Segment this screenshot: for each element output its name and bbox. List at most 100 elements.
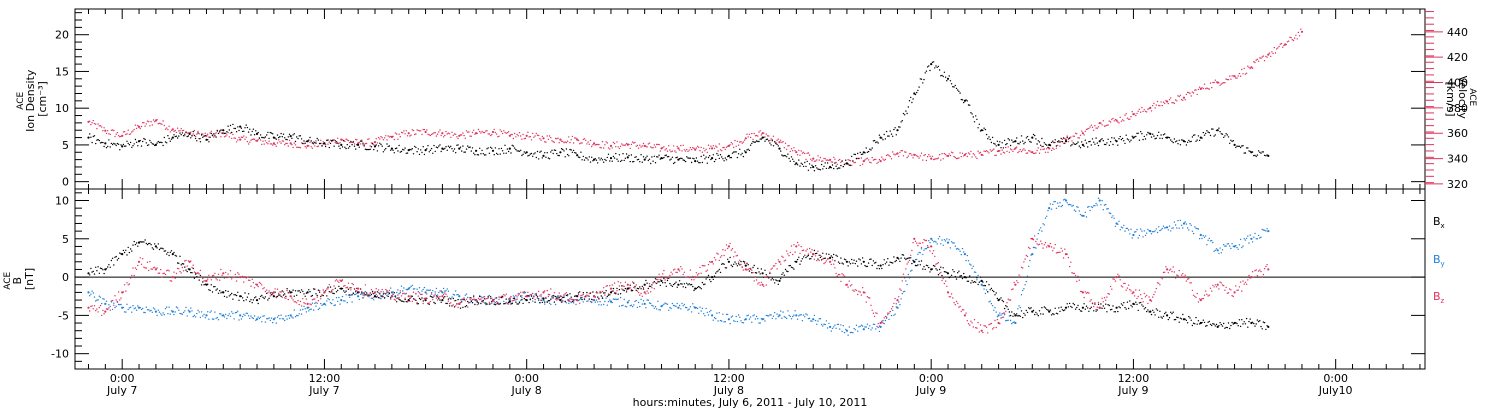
data-point [402,293,404,295]
data-point [1182,99,1184,102]
data-point [877,161,879,163]
data-point [984,128,987,131]
data-point [1173,138,1176,140]
data-point [493,154,495,156]
data-point [686,276,688,278]
data-point [764,140,766,142]
data-point [997,143,1000,146]
data-point [623,285,625,288]
data-point [753,314,755,316]
data-point [1176,100,1178,102]
data-point [853,259,855,261]
data-point [882,319,884,322]
data-point [640,146,642,148]
data-point [853,327,855,330]
data-point [887,258,889,260]
data-point [518,150,521,152]
data-point [306,144,309,147]
data-point [316,302,318,304]
data-point [1113,137,1115,139]
data-point [243,130,245,132]
data-point [626,287,629,290]
data-point [247,279,250,281]
data-point [552,294,554,297]
data-point [1230,78,1232,80]
data-point [883,259,885,261]
data-point [887,135,889,137]
data-point [789,150,791,153]
data-point [946,291,950,294]
data-point [481,130,483,133]
data-point [416,301,418,304]
data-point [481,300,483,303]
data-point [512,299,515,302]
data-point [1224,135,1226,137]
data-point [639,161,641,163]
data-point [771,277,773,280]
data-point [1255,238,1257,240]
data-point [843,163,846,165]
data-point [565,141,568,144]
data-point [639,305,641,308]
data-point [221,132,223,134]
data-point [1081,215,1083,217]
data-point [563,150,565,152]
data-point [754,272,757,274]
data-point [1144,110,1147,113]
data-point [820,160,823,162]
data-point [857,265,859,267]
data-point [978,276,980,278]
data-point [370,289,373,291]
data-point [536,296,539,298]
data-point [858,157,860,160]
data-point [1236,145,1238,147]
data-point [760,281,763,283]
data-point [151,311,153,313]
data-point [376,142,379,144]
data-point [162,144,164,147]
data-point [200,311,203,313]
data-point [958,248,960,251]
data-point [1102,140,1105,142]
data-point [719,149,722,151]
data-point [547,138,550,140]
data-point [818,159,820,161]
data-point [145,242,147,245]
data-point [179,132,181,134]
data-point [984,285,987,287]
data-point [607,293,610,295]
data-point [544,301,546,303]
data-point [872,159,875,161]
data-point [255,139,259,142]
data-point [421,133,423,136]
data-point [601,159,604,161]
data-point [282,140,285,142]
data-point [1147,309,1149,311]
data-point [373,145,377,148]
data-point [157,272,159,274]
data-point [215,317,217,320]
data-point [267,299,269,301]
data-point [476,154,478,156]
data-point [469,135,471,137]
data-point [908,153,911,155]
data-point [1196,139,1198,141]
data-point [812,165,815,169]
data-point [282,294,285,296]
data-point [1194,134,1196,136]
data-point [356,290,358,292]
data-point [870,149,872,151]
data-point [404,293,406,295]
data-point [640,288,642,290]
data-point [910,270,912,272]
data-point [207,133,209,135]
data-point [1174,141,1177,143]
data-point [217,319,220,321]
data-point [1273,46,1276,49]
data-point [1000,297,1002,299]
data-point [983,150,985,152]
data-point [919,252,921,254]
data-point [352,292,354,295]
data-point [459,301,462,304]
data-point [327,286,329,288]
